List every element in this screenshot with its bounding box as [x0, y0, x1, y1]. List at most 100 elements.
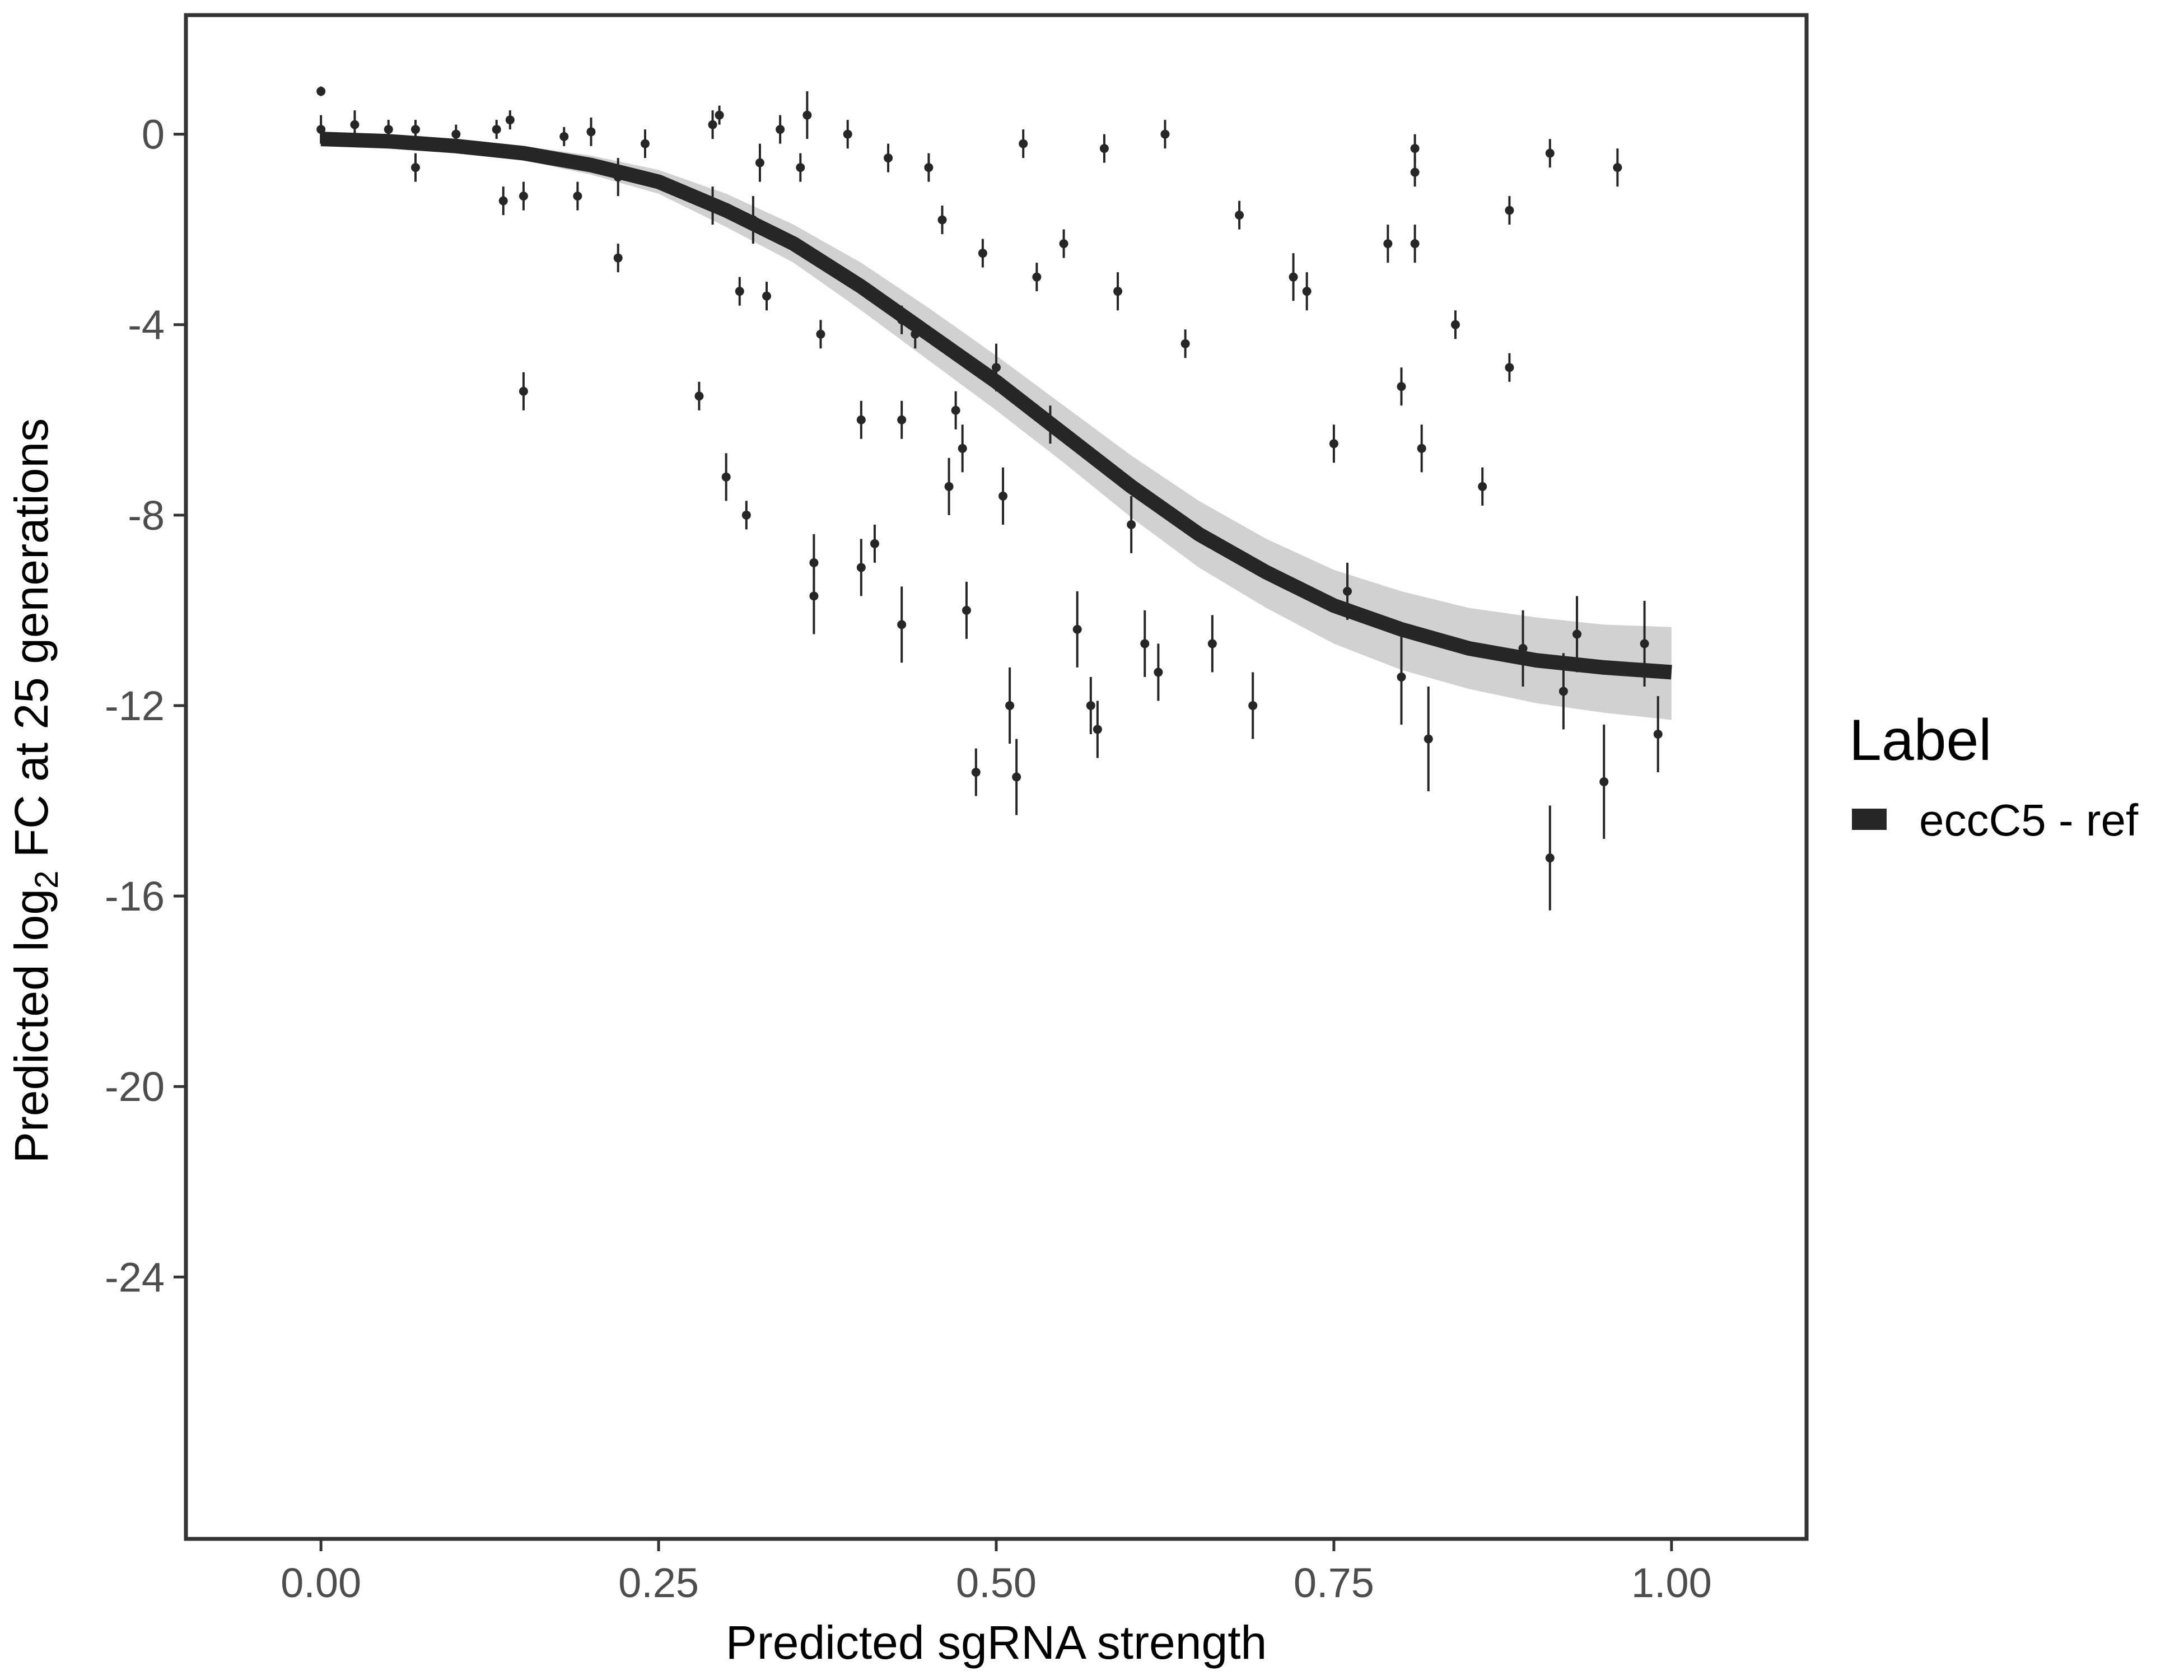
data-point	[1235, 200, 1244, 230]
data-point	[1397, 367, 1406, 406]
point-marker	[1127, 520, 1136, 529]
data-point	[755, 143, 764, 182]
point-marker	[962, 605, 971, 615]
point-marker	[816, 329, 825, 339]
data-point	[802, 91, 812, 139]
point-marker	[1248, 701, 1258, 710]
point-marker	[573, 192, 582, 201]
data-point	[1545, 139, 1555, 168]
data-point	[856, 539, 866, 596]
x-tick-label: 0.25	[618, 1560, 699, 1606]
y-axis-title-prefix: Predicted log	[5, 889, 58, 1163]
data-point	[1012, 739, 1021, 815]
point-marker	[694, 391, 704, 401]
point-marker	[721, 472, 731, 482]
y-axis-title: Predicted log2 FC at 25 generations	[5, 418, 65, 1163]
data-point	[1613, 148, 1622, 187]
data-point	[1140, 610, 1150, 677]
data-point	[498, 186, 508, 216]
data-point	[1599, 724, 1609, 839]
point-marker	[1653, 729, 1663, 739]
point-marker	[519, 192, 528, 201]
data-point	[573, 181, 582, 211]
point-marker	[978, 249, 987, 258]
x-tick-label: 0.50	[956, 1560, 1037, 1606]
y-axis-title-suffix: FC at 25 generations	[5, 418, 58, 871]
point-marker	[1154, 668, 1163, 677]
point-marker	[1410, 239, 1420, 249]
data-point	[1248, 672, 1258, 739]
point-marker	[1180, 339, 1190, 348]
data-point	[1450, 310, 1460, 339]
data-point	[1154, 643, 1163, 701]
point-marker	[951, 405, 960, 415]
data-point	[316, 86, 326, 96]
point-marker	[1343, 586, 1352, 596]
point-marker	[937, 215, 947, 225]
plot-frame	[184, 13, 1809, 1541]
point-marker	[505, 115, 515, 125]
point-marker	[384, 125, 393, 134]
data-point	[897, 400, 907, 439]
point-marker	[762, 291, 772, 301]
data-point	[410, 120, 420, 139]
data-point	[1478, 467, 1487, 506]
point-marker	[998, 491, 1008, 501]
data-point	[897, 586, 907, 663]
point-marker	[1397, 382, 1406, 391]
x-tick-label: 1.00	[1631, 1560, 1712, 1606]
point-marker	[992, 363, 1001, 372]
data-point	[1505, 196, 1514, 225]
data-point	[741, 501, 751, 530]
data-points-layer	[316, 86, 1663, 911]
point-marker	[924, 163, 934, 172]
point-marker	[856, 563, 866, 572]
y-tick-label: -20	[105, 1063, 165, 1110]
point-marker	[1012, 772, 1021, 782]
point-marker	[1558, 687, 1568, 696]
data-point	[1289, 253, 1298, 301]
fit-ribbon	[321, 136, 1672, 720]
point-marker	[1005, 701, 1015, 710]
data-point	[1127, 496, 1136, 553]
y-tick-label: 0	[142, 111, 165, 158]
point-marker	[1410, 167, 1420, 177]
legend-key-eccc5-ref	[1852, 809, 1887, 830]
point-marker	[316, 87, 326, 96]
data-point	[505, 110, 515, 130]
data-point	[1113, 272, 1123, 311]
point-marker	[958, 444, 967, 453]
data-point	[1653, 696, 1663, 772]
point-marker	[1478, 482, 1487, 491]
data-point	[613, 244, 623, 273]
point-marker	[1032, 272, 1042, 282]
point-marker	[1093, 725, 1102, 734]
point-marker	[1545, 853, 1555, 863]
y-tick-label: -4	[128, 302, 165, 348]
point-marker	[1640, 639, 1649, 648]
data-point	[809, 558, 819, 634]
data-point	[951, 391, 960, 430]
point-marker	[613, 253, 623, 263]
point-marker	[1545, 148, 1555, 158]
data-point	[1160, 120, 1170, 149]
point-marker	[1505, 206, 1514, 215]
point-marker	[1397, 672, 1406, 682]
data-point	[1302, 272, 1312, 311]
point-marker	[870, 539, 879, 548]
point-marker	[1505, 363, 1514, 372]
x-axis: 0.00 0.25 0.50 0.75 1.00	[281, 1541, 1712, 1606]
data-point	[1424, 686, 1433, 792]
data-point	[1397, 629, 1406, 725]
point-marker	[1599, 777, 1609, 787]
point-marker	[735, 287, 744, 296]
point-marker	[640, 139, 650, 148]
point-marker	[1099, 144, 1109, 153]
point-marker	[776, 125, 785, 134]
point-marker	[1450, 320, 1460, 329]
data-point	[796, 153, 805, 182]
y-axis-title-subscript: 2	[29, 871, 65, 889]
point-marker	[1302, 287, 1312, 296]
data-point	[884, 143, 893, 172]
